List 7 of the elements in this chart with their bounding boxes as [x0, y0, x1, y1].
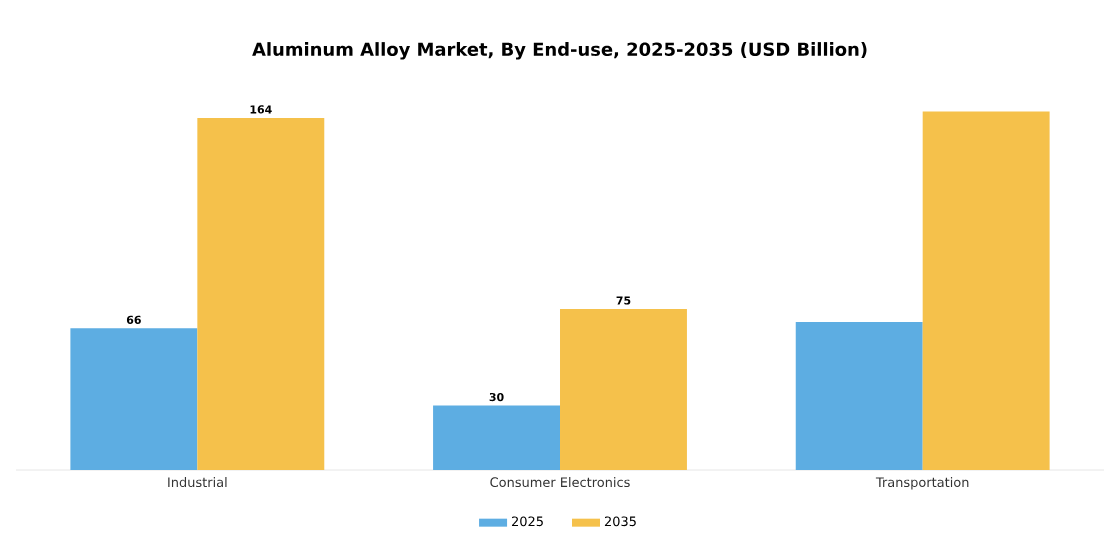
- bar: [197, 117, 325, 470]
- bar: [560, 309, 687, 470]
- bar: [795, 321, 923, 470]
- bar: [433, 405, 561, 470]
- chart-title: Aluminum Alloy Market, By End-use, 2025-2035 (USD Billion): [252, 42, 867, 60]
- bar: [922, 111, 1050, 470]
- bar: [70, 328, 198, 470]
